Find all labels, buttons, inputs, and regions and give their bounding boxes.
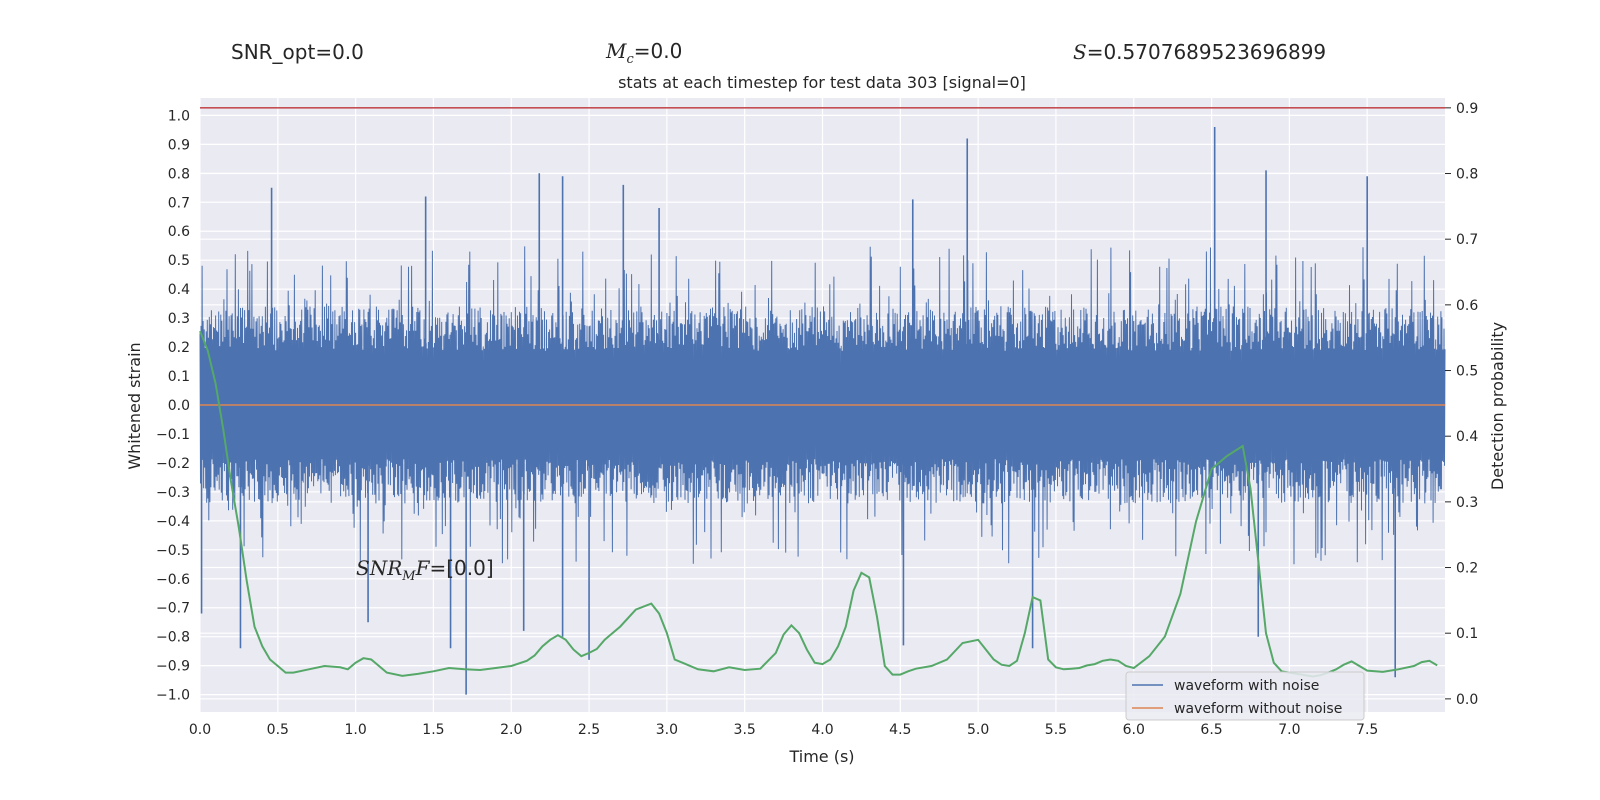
y-tick-label: −0.5	[156, 543, 190, 559]
y-tick-label: 1.0	[168, 108, 190, 124]
y-tick-label: 0.4	[168, 282, 190, 298]
right-tick-label: 0.9	[1456, 101, 1478, 117]
chart-title: stats at each timestep for test data 303…	[618, 73, 1026, 92]
x-tick-label: 4.5	[889, 722, 911, 738]
y-tick-label: 0.0	[168, 398, 190, 414]
right-tick-label: 0.0	[1456, 692, 1478, 708]
y-tick-label: 0.6	[168, 224, 190, 240]
right-tick-label: 0.8	[1456, 167, 1478, 183]
x-tick-label: 6.5	[1200, 722, 1222, 738]
x-axis-label: Time (s)	[788, 747, 854, 766]
y-tick-label: −0.7	[156, 601, 190, 617]
snr-mf-symbol: SNR	[356, 556, 403, 580]
right-axis-ticks: 0.9 0.8 0.7 0.6 0.5 0.4 0.3 0.2 0.1 0.0	[1445, 101, 1478, 708]
y-tick-label: −1.0	[156, 688, 190, 704]
right-tick-label: 0.2	[1456, 561, 1478, 577]
y-tick-label: −0.8	[156, 630, 190, 646]
series-probability-line	[199, 330, 1438, 678]
y-tick-label: 0.3	[168, 311, 190, 327]
y-axis-ticks: 1.0 0.9 0.8 0.7 0.6 0.5 0.4 0.3 0.2 0.1 0.0 −0.1 −0.…	[156, 108, 190, 703]
y-tick-label: 0.2	[168, 340, 190, 356]
y-tick-label: −0.9	[156, 659, 190, 675]
legend-box	[1125, 671, 1365, 721]
x-tick-label: 4.0	[811, 722, 833, 738]
x-tick-label: 7.0	[1278, 722, 1300, 738]
legend-clean-label: waveform without noise	[1174, 701, 1342, 717]
y-tick-label: 0.1	[168, 369, 190, 385]
x-axis-ticks: 0.0 0.5 1.0 1.5 2.0 2.5 3.0 3.5 4.0 4.5 5.0 5.5 6.0 6…	[189, 722, 1378, 738]
right-tick-label: 0.4	[1456, 429, 1478, 445]
x-tick-label: 0.0	[189, 722, 211, 738]
y-tick-label: −0.6	[156, 572, 190, 588]
x-tick-label: 3.5	[734, 722, 756, 738]
y-tick-label: 0.7	[168, 195, 190, 211]
y-axis-label: Whitened strain	[125, 342, 144, 469]
score-label: S=0.5707689523696899	[1073, 40, 1326, 64]
snr-opt-label: SNR_opt=0.0	[231, 40, 364, 64]
x-tick-label: 5.5	[1045, 722, 1067, 738]
x-tick-label: 2.5	[578, 722, 600, 738]
y-tick-label: 0.5	[168, 253, 190, 269]
score-value: =0.5707689523696899	[1086, 40, 1327, 64]
right-tick-label: 0.7	[1456, 232, 1478, 248]
right-axis-label: Detection probability	[1488, 322, 1507, 490]
y-tick-label: 0.8	[168, 166, 190, 182]
x-tick-label: 0.5	[267, 722, 289, 738]
right-tick-label: 0.1	[1456, 626, 1478, 642]
snr-mf-subscript: M	[402, 569, 416, 584]
y-tick-label: 0.9	[168, 137, 190, 153]
legend: waveform with noise waveform without noi…	[1125, 671, 1365, 721]
chirp-mass-subscript: c	[626, 52, 634, 67]
series-noise-line	[199, 246, 1446, 565]
legend-noise-label: waveform with noise	[1174, 678, 1319, 694]
series-noise-peaks	[200, 126, 1396, 695]
right-tick-label: 0.6	[1456, 298, 1478, 314]
x-tick-label: 1.0	[344, 722, 366, 738]
snr-mf-label: SNRMF=[0.0]	[356, 556, 494, 584]
chirp-mass-symbol: M	[606, 39, 627, 63]
y-tick-label: −0.1	[156, 427, 190, 443]
snr-mf-value: =[0.0]	[429, 556, 494, 580]
score-symbol: S	[1073, 40, 1087, 64]
y-tick-label: −0.3	[156, 485, 190, 501]
chirp-mass-label: Mc=0.0	[606, 39, 682, 67]
x-tick-label: 7.5	[1356, 722, 1378, 738]
y-tick-label: −0.4	[156, 514, 190, 530]
y-tick-label: −0.2	[156, 456, 190, 472]
right-tick-label: 0.3	[1456, 495, 1478, 511]
x-tick-label: 5.0	[967, 722, 989, 738]
right-tick-label: 0.5	[1456, 364, 1478, 380]
x-tick-label: 1.5	[422, 722, 444, 738]
x-tick-label: 2.0	[500, 722, 522, 738]
chirp-mass-value: =0.0	[633, 39, 683, 63]
snr-mf-suffix: F	[415, 556, 430, 580]
x-tick-label: 6.0	[1123, 722, 1145, 738]
x-tick-label: 3.0	[656, 722, 678, 738]
